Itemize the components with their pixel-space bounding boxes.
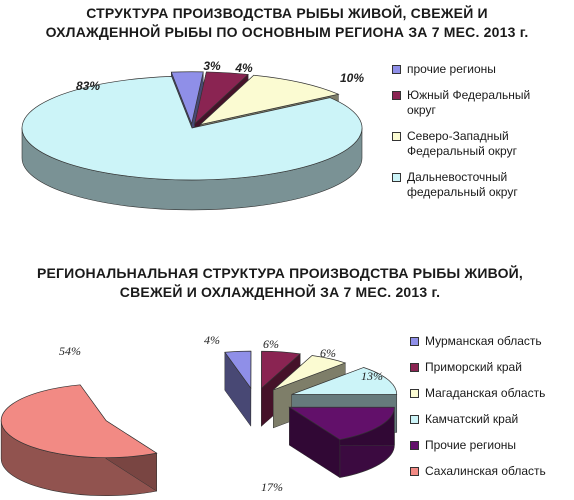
legend2-item-4: Камчатский край	[410, 412, 574, 427]
legend2-item-1: Мурманская область	[410, 334, 574, 349]
legend-item-1: прочие регионы	[392, 62, 572, 77]
legend2-label-2: Приморский край	[425, 360, 522, 374]
legend2-label-3: Магаданская область	[425, 386, 546, 400]
legend-label-2a: Южный Федеральный	[407, 88, 531, 102]
pie1-value-label-4: 83%	[76, 79, 100, 93]
legend-swatch-1	[392, 65, 401, 74]
pie2-value-label-1: 4%	[204, 333, 220, 347]
chart-1-title-line-2: ОХЛАЖДЕННОЙ РЫБЫ ПО ОСНОВНЫМ РЕГИОНА ЗА …	[45, 24, 529, 40]
legend2-label-5: Прочие регионы	[425, 438, 517, 452]
legend2-swatch-4	[410, 415, 419, 424]
pie2-slice-top-6	[0, 384, 158, 459]
pie1-value-label-3: 10%	[340, 71, 364, 85]
legend2-label-6: Сахалинская область	[425, 464, 546, 478]
pie2-value-label-6: 54%	[59, 344, 81, 358]
chart-1-title-line-1: СТРУКТУРА ПРОИЗВОДСТВА РЫБЫ ЖИВОЙ, СВЕЖЕ…	[86, 5, 488, 21]
chart-2-title-line-1: РЕГИОНАЛЬНАЛЬНАЯ СТРУКТУРА ПРОИЗВОДСТВА …	[36, 265, 524, 281]
chart-2-title: РЕГИОНАЛЬНАЛЬНАЯ СТРУКТУРА ПРОИЗВОДСТВА …	[0, 264, 560, 302]
legend-item-2: Южный Федеральный округ	[392, 88, 572, 118]
chart-1-legend: прочие регионы Южный Федеральный округ С…	[392, 62, 572, 211]
legend-item-3: Северо-Западный Федеральный округ	[392, 129, 572, 159]
legend-label-3a: Северо-Западный	[407, 129, 509, 143]
chart-1-title: СТРУКТУРА ПРОИЗВОДСТВА РЫБЫ ЖИВОЙ, СВЕЖЕ…	[0, 4, 574, 42]
pie2-slice-top-3	[273, 355, 347, 391]
legend2-swatch-6	[410, 467, 419, 476]
pie1-value-label-1: 3%	[203, 59, 221, 73]
pie2-value-label-3: 6%	[320, 346, 336, 360]
legend-swatch-2	[392, 91, 401, 100]
pie1-slice-top-1	[170, 71, 204, 125]
pie2-value-label-2: 6%	[263, 337, 279, 351]
legend2-item-2: Приморский край	[410, 360, 574, 375]
legend-label-3b: Федеральный округ	[407, 144, 517, 158]
legend-item-4: Дальневосточный федеральный округ	[392, 170, 572, 200]
pie2-value-label-5: 17%	[261, 480, 283, 494]
legend-swatch-4	[392, 173, 401, 182]
legend2-swatch-1	[410, 337, 419, 346]
legend-swatch-3	[392, 132, 401, 141]
legend2-label-4: Камчатский край	[425, 412, 519, 426]
chart-2-title-line-2: СВЕЖЕЙ И ОХЛАЖДЕННОЙ ЗА 7 МЕС. 2013 г.	[119, 284, 441, 300]
legend-label-4b: федеральный округ	[407, 185, 518, 199]
pie2-slice-top-1	[224, 350, 252, 390]
legend-label-1a: прочие регионы	[407, 62, 496, 76]
legend-label-2b: округ	[407, 103, 436, 117]
pie1-slice-top-4	[21, 76, 363, 181]
pie2-slice-top-4	[291, 367, 398, 395]
pie1-slice-top-2	[194, 71, 249, 125]
legend2-item-5: Прочие регионы	[410, 438, 574, 453]
legend2-item-3: Магаданская область	[410, 386, 574, 401]
legend2-swatch-3	[410, 389, 419, 398]
chart-2-legend: Мурманская область Приморский край Магад…	[410, 334, 574, 490]
legend2-item-6: Сахалинская область	[410, 464, 574, 479]
legend-label-4a: Дальневосточный	[407, 170, 508, 184]
pie2-slice-top-5	[288, 406, 395, 441]
legend2-swatch-2	[410, 363, 419, 372]
legend2-swatch-5	[410, 441, 419, 450]
pie2-value-label-4: 13%	[361, 369, 383, 383]
pie1-slice-top-3	[199, 74, 340, 126]
pie1-value-label-2: 4%	[234, 61, 253, 75]
pie2-slice-top-2	[261, 350, 301, 390]
legend2-label-1: Мурманская область	[425, 334, 542, 348]
